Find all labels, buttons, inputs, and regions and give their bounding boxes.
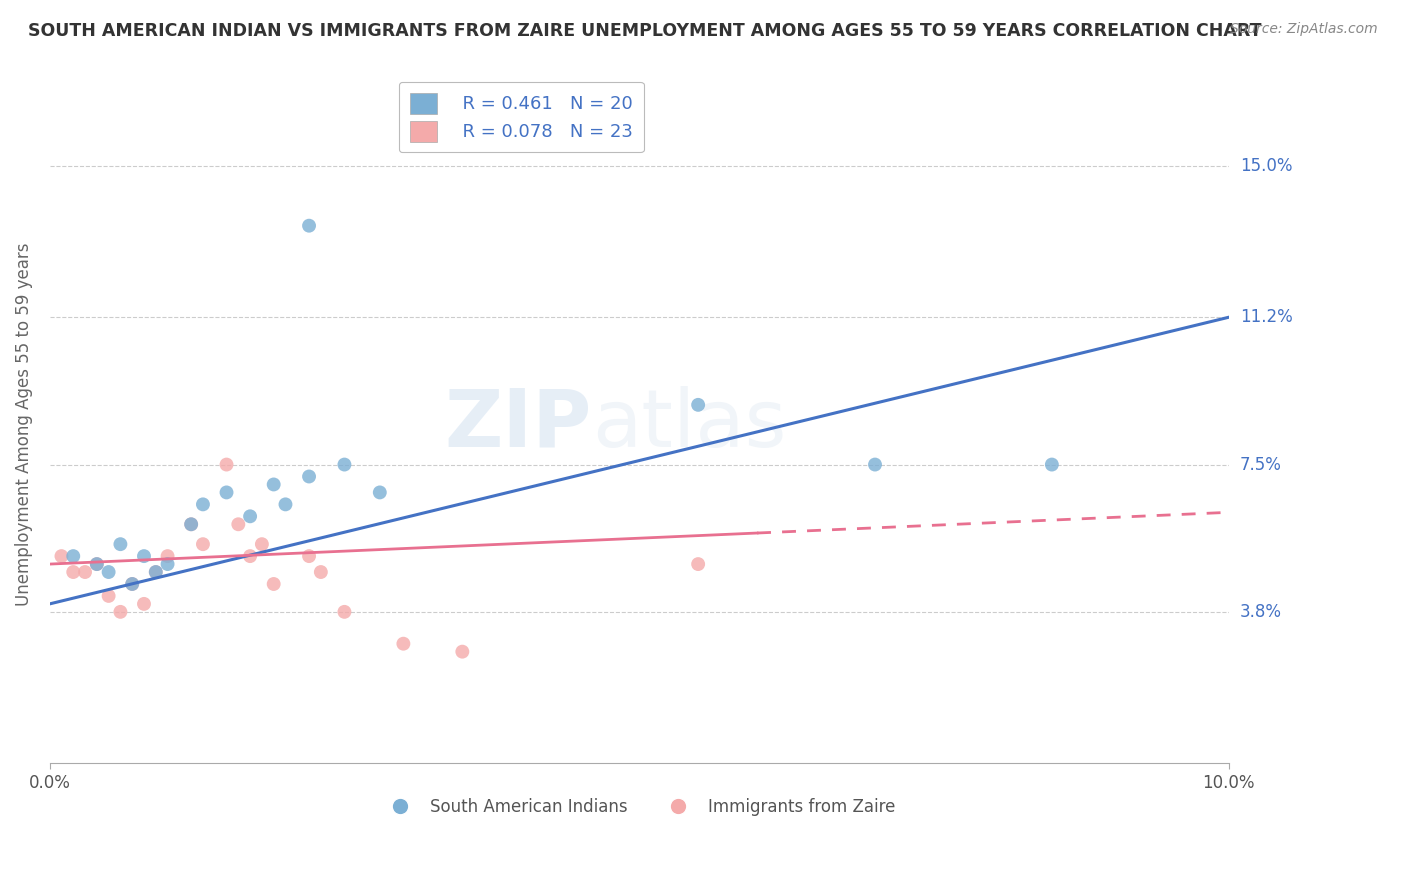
Point: [121, 577, 143, 591]
Text: 11.2%: 11.2%: [1240, 309, 1292, 326]
Legend: South American Indians, Immigrants from Zaire: South American Indians, Immigrants from …: [377, 791, 901, 822]
Point: [263, 477, 285, 491]
Point: [451, 645, 474, 659]
Point: [226, 517, 249, 532]
Point: [110, 537, 132, 551]
Point: [863, 458, 886, 472]
Point: [298, 469, 321, 483]
Point: [97, 589, 120, 603]
Point: [333, 458, 356, 472]
Point: [156, 549, 179, 563]
Text: 3.8%: 3.8%: [1240, 603, 1282, 621]
Point: [180, 517, 202, 532]
Point: [250, 537, 273, 551]
Point: [132, 549, 155, 563]
Point: [368, 485, 391, 500]
Text: atlas: atlas: [592, 385, 786, 464]
Point: [191, 497, 214, 511]
Point: [239, 549, 262, 563]
Text: SOUTH AMERICAN INDIAN VS IMMIGRANTS FROM ZAIRE UNEMPLOYMENT AMONG AGES 55 TO 59 : SOUTH AMERICAN INDIAN VS IMMIGRANTS FROM…: [28, 22, 1261, 40]
Point: [215, 485, 238, 500]
Point: [215, 458, 238, 472]
Point: [62, 565, 84, 579]
Point: [191, 537, 214, 551]
Point: [392, 637, 415, 651]
Y-axis label: Unemployment Among Ages 55 to 59 years: Unemployment Among Ages 55 to 59 years: [15, 243, 32, 607]
Point: [110, 605, 132, 619]
Point: [51, 549, 73, 563]
Point: [180, 517, 202, 532]
Text: 15.0%: 15.0%: [1240, 157, 1292, 175]
Point: [333, 605, 356, 619]
Point: [1040, 458, 1063, 472]
Text: 7.5%: 7.5%: [1240, 456, 1282, 474]
Point: [298, 549, 321, 563]
Point: [309, 565, 332, 579]
Point: [274, 497, 297, 511]
Point: [86, 557, 108, 571]
Point: [298, 219, 321, 233]
Point: [145, 565, 167, 579]
Point: [73, 565, 96, 579]
Point: [688, 557, 710, 571]
Point: [86, 557, 108, 571]
Point: [121, 577, 143, 591]
Point: [688, 398, 710, 412]
Point: [97, 565, 120, 579]
Point: [145, 565, 167, 579]
Point: [239, 509, 262, 524]
Point: [62, 549, 84, 563]
Point: [156, 557, 179, 571]
Text: ZIP: ZIP: [444, 385, 592, 464]
Point: [263, 577, 285, 591]
Text: Source: ZipAtlas.com: Source: ZipAtlas.com: [1230, 22, 1378, 37]
Point: [132, 597, 155, 611]
